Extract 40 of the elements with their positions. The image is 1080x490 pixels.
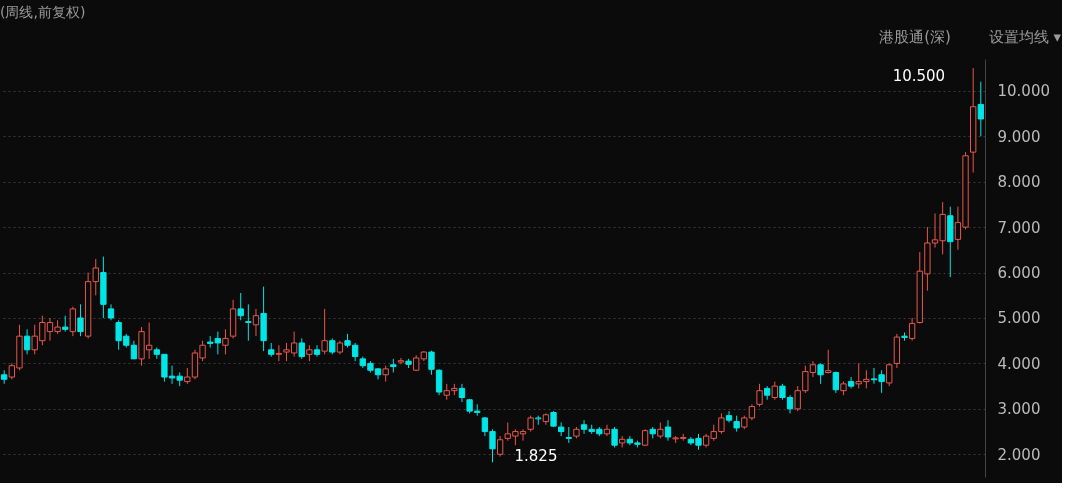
y-tick-label: 7.000	[997, 218, 1041, 237]
candlestick	[275, 344, 283, 362]
candlestick	[222, 328, 229, 355]
candlestick	[611, 426, 618, 448]
candlestick	[886, 362, 893, 387]
y-tick-label: 4.000	[997, 354, 1041, 373]
candlestick	[321, 308, 328, 355]
y-tick-label: 2.000	[997, 445, 1041, 464]
candlestick	[817, 362, 824, 385]
candlestick	[298, 337, 305, 360]
y-tick-label: 6.000	[997, 264, 1041, 283]
text: 港股通(深)	[879, 28, 951, 46]
candlestick	[725, 410, 733, 423]
y-tick-label: 3.000	[997, 400, 1041, 419]
candlestick	[245, 303, 252, 342]
candlestick	[771, 381, 778, 401]
candlestick	[977, 81, 984, 137]
candlestick	[496, 435, 504, 458]
candlestick	[435, 368, 443, 396]
candlestick	[77, 303, 84, 337]
candlestick	[428, 350, 435, 376]
chart-title: (周线,前复权)	[0, 4, 86, 20]
candlestick	[252, 308, 260, 337]
y-tick-label: 8.000	[997, 173, 1041, 192]
candlestick	[23, 328, 31, 355]
annotation: 1.825	[514, 447, 558, 466]
candlestick	[397, 357, 405, 365]
candlestick	[313, 344, 321, 358]
y-tick-label: 5.000	[997, 309, 1041, 328]
candlestick	[237, 292, 244, 321]
y-tick-label: 9.000	[997, 127, 1041, 146]
candlestick	[756, 383, 763, 408]
candlestick	[664, 419, 672, 442]
candlestick	[908, 317, 916, 342]
candlestick	[847, 376, 855, 389]
text: 设置均线 ▾	[988, 28, 1062, 46]
candlestick	[69, 306, 77, 337]
candlestick	[458, 383, 466, 403]
annotation: 10.500	[892, 67, 946, 86]
y-tick-label: 10.000	[997, 82, 1050, 101]
